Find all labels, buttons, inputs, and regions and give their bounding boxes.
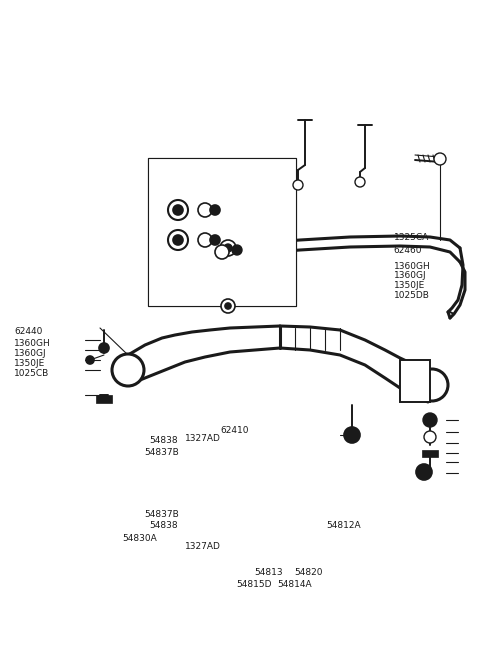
Circle shape <box>198 203 212 217</box>
Circle shape <box>293 180 303 190</box>
Circle shape <box>86 356 94 364</box>
Circle shape <box>215 245 229 259</box>
Bar <box>422 450 438 457</box>
Circle shape <box>173 205 183 215</box>
Text: 1350JE: 1350JE <box>394 281 425 290</box>
Circle shape <box>168 200 188 220</box>
Circle shape <box>416 464 432 480</box>
Text: 54830A: 54830A <box>122 534 157 543</box>
Circle shape <box>210 205 220 215</box>
Text: 1350JE: 1350JE <box>14 359 46 368</box>
Text: 62440: 62440 <box>14 327 43 336</box>
Circle shape <box>224 244 232 252</box>
Text: 1327AD: 1327AD <box>185 542 221 551</box>
Circle shape <box>99 343 109 353</box>
Text: 54812A: 54812A <box>326 521 361 530</box>
Text: 1360GH: 1360GH <box>394 261 431 271</box>
Bar <box>96 395 112 403</box>
Circle shape <box>112 354 144 386</box>
Circle shape <box>225 303 231 309</box>
Text: 1025CB: 1025CB <box>14 369 49 378</box>
Text: 54838: 54838 <box>149 521 178 530</box>
Text: 54815D: 54815D <box>236 580 272 589</box>
Bar <box>148 158 296 306</box>
Circle shape <box>434 153 446 165</box>
Circle shape <box>168 230 188 250</box>
Text: 1025DB: 1025DB <box>394 291 430 300</box>
Text: 54813: 54813 <box>254 568 283 578</box>
Circle shape <box>221 299 235 313</box>
Bar <box>400 360 430 402</box>
Circle shape <box>423 413 437 427</box>
Text: 54814A: 54814A <box>277 580 312 589</box>
Text: 1360GJ: 1360GJ <box>14 349 47 358</box>
Circle shape <box>416 369 448 401</box>
Circle shape <box>220 240 236 256</box>
Text: 54837B: 54837B <box>144 510 179 519</box>
Text: 62460: 62460 <box>394 246 422 256</box>
Circle shape <box>355 177 365 187</box>
Circle shape <box>424 431 436 443</box>
Circle shape <box>232 245 242 255</box>
Circle shape <box>210 235 220 245</box>
Text: 54838: 54838 <box>149 436 178 445</box>
Text: 1325CA: 1325CA <box>394 233 429 242</box>
Text: 54837B: 54837B <box>144 447 179 457</box>
Text: 1360GJ: 1360GJ <box>394 271 426 281</box>
Circle shape <box>173 235 183 245</box>
Text: 62410: 62410 <box>221 426 249 436</box>
Text: 62495: 62495 <box>245 248 273 257</box>
Bar <box>148 158 296 306</box>
Text: 1360GH: 1360GH <box>14 339 51 348</box>
Circle shape <box>344 427 360 443</box>
Text: 1327AD: 1327AD <box>185 434 221 443</box>
Circle shape <box>198 233 212 247</box>
Text: 54820: 54820 <box>295 568 323 578</box>
